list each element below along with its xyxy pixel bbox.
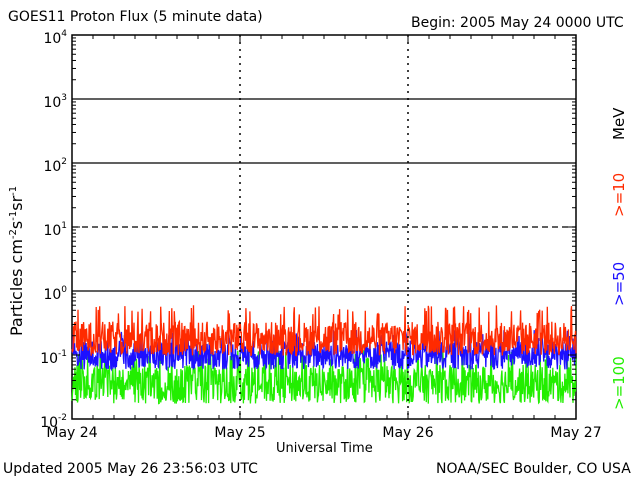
axis-ticks: [71, 35, 577, 420]
data-series: [71, 305, 577, 405]
y-tick-label: 103: [43, 93, 67, 111]
y-tick-label: 10-2: [40, 413, 67, 431]
series-line-10mev: [71, 305, 577, 357]
credit-text: NOAA/SEC Boulder, CO USA: [436, 461, 631, 477]
x-tick-label: May 25: [214, 425, 266, 441]
x-tick-label: May 26: [382, 425, 434, 441]
legend-50mev: >=50: [610, 261, 628, 306]
x-axis-label: Universal Time: [276, 441, 373, 456]
legend-10mev: >=10: [610, 172, 628, 217]
legend-unit: MeV: [610, 107, 628, 140]
updated-timestamp: Updated 2005 May 26 23:56:03 UTC: [3, 461, 258, 477]
y-tick-label: 100: [43, 285, 67, 303]
series-line-100mev: [71, 349, 577, 405]
y-tick-label: 101: [43, 221, 67, 239]
y-axis-label: Particles cm-2s-1sr-1: [7, 185, 26, 336]
begin-time: Begin: 2005 May 24 0000 UTC: [411, 15, 624, 31]
y-tick-label: 102: [43, 157, 67, 175]
x-tick-label: May 24: [46, 425, 98, 441]
y-tick-label: 104: [43, 29, 67, 47]
y-tick-label: 10-1: [40, 349, 67, 367]
x-tick-label: May 27: [550, 425, 602, 441]
grid-lines: [72, 35, 576, 419]
legend-100mev: >=100: [610, 356, 628, 410]
chart-title: GOES11 Proton Flux (5 minute data): [8, 9, 263, 25]
